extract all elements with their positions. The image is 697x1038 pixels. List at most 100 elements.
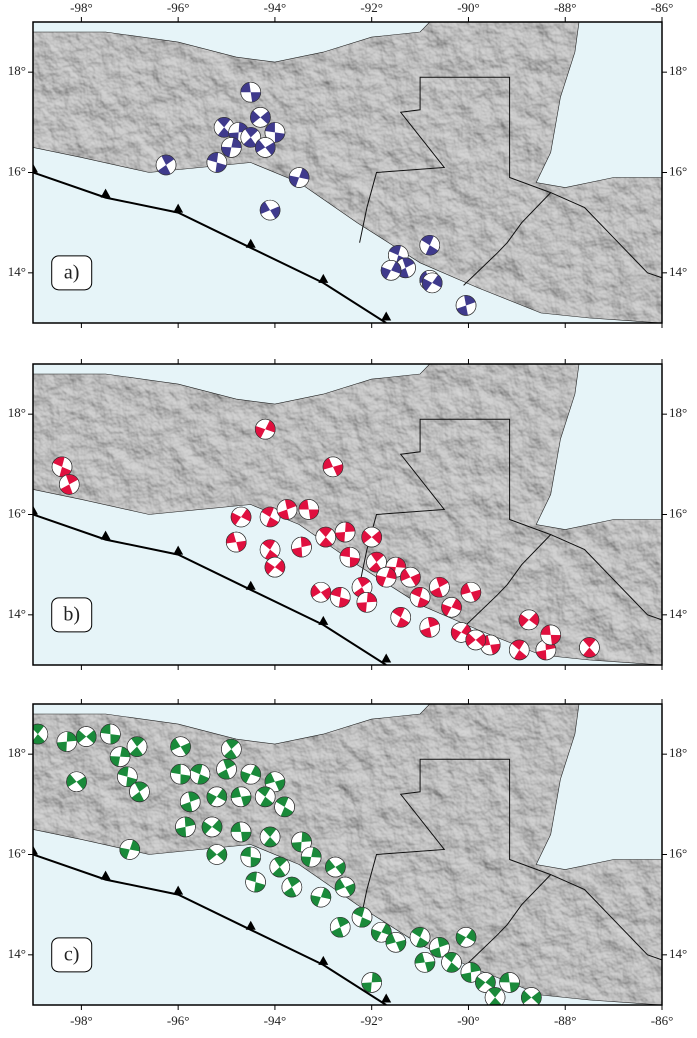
beachball-outline (51, 456, 73, 478)
map-content (33, 704, 662, 1005)
x-tick-label: -94° (264, 0, 287, 15)
beachball-quadrant (217, 117, 231, 128)
beachball-quadrant (461, 972, 472, 983)
beachball-outline (499, 972, 520, 993)
beachball-outline (274, 796, 295, 818)
trench-tooth (245, 238, 256, 248)
focal-mechanism (329, 916, 351, 938)
beachball-quadrant (241, 795, 252, 807)
beachball-outline (371, 921, 392, 943)
focal-mechanism (230, 506, 252, 528)
beachball-outline (380, 260, 402, 281)
beachball-outline (329, 916, 351, 938)
beachball-quadrant (436, 577, 449, 588)
focal-mechanism (56, 731, 78, 752)
trench-tooth (245, 920, 256, 930)
beachball-quadrant (266, 517, 279, 528)
beachball-outline (129, 781, 150, 803)
beachball-quadrant (207, 152, 219, 163)
border (463, 192, 662, 286)
beachball-quadrant (311, 847, 322, 858)
beachball-quadrant (470, 962, 481, 973)
trench-tooth (173, 885, 184, 895)
beachball-outline (455, 295, 477, 316)
beachball-quadrant (241, 508, 252, 522)
beachball-outline (245, 871, 266, 893)
focal-mechanism (455, 295, 477, 316)
focal-mechanism (240, 763, 262, 785)
focal-mechanism (245, 871, 266, 893)
panel-label: b) (63, 603, 80, 625)
trench-tooth (100, 188, 111, 198)
beachball-outline (300, 846, 322, 868)
beachball-outline (254, 418, 276, 440)
beachball-outline (240, 127, 262, 148)
beachball-quadrant (410, 573, 421, 586)
beachball-quadrant (260, 201, 271, 215)
focal-mechanism (170, 763, 191, 785)
x-tick-label: -92° (360, 0, 383, 15)
beachball-outline (170, 736, 191, 757)
beachball-quadrant (301, 831, 312, 842)
y-tick-label: 14° (8, 946, 26, 961)
beachball-quadrant (126, 776, 138, 787)
beachball-quadrant (338, 597, 350, 608)
beachball-quadrant (60, 484, 73, 495)
trench-tooth (173, 545, 184, 555)
x-tick-label: -98° (70, 0, 93, 15)
beachball-quadrant (129, 746, 143, 757)
x-tick-label: -96° (167, 0, 190, 15)
focal-mechanism (75, 726, 97, 747)
beachball-quadrant (76, 729, 87, 744)
beachball-outline (66, 771, 87, 793)
beachball-quadrant (264, 561, 275, 575)
beachball-outline (366, 551, 387, 573)
beachball-outline (240, 846, 262, 868)
beachball-outline (361, 526, 382, 548)
beachball-outline (221, 738, 242, 760)
beachball-quadrant (170, 738, 181, 751)
trench-tooth (318, 273, 329, 283)
focal-mechanism (179, 791, 201, 813)
focal-mechanism (366, 551, 387, 573)
map-panel: c) -98° -96° -94° -92° -90° -88° -86° 14° 14° 16° 1… (8, 699, 687, 1028)
beachball-quadrant (257, 786, 271, 797)
beachball-quadrant (231, 822, 242, 832)
y-tick-label: 18° (669, 405, 687, 420)
beachball-outline (201, 816, 223, 838)
beachball-quadrant (465, 632, 476, 647)
beachball-outline (206, 786, 228, 808)
beachball-quadrant (223, 749, 237, 760)
beachball-outline (254, 137, 276, 158)
focal-mechanism (119, 839, 141, 860)
beachball-quadrant (272, 867, 286, 878)
beachball-quadrant (212, 819, 223, 833)
beachball-quadrant (320, 587, 331, 601)
beachball-outline (361, 972, 382, 993)
beachball-quadrant (331, 927, 344, 938)
beachball-quadrant (536, 649, 547, 660)
y-tick-label: 18° (8, 745, 26, 760)
trench (33, 853, 387, 1005)
beachball-quadrant (456, 932, 467, 946)
trench-tooth (33, 163, 38, 173)
focal-mechanism (441, 597, 462, 618)
beachball-quadrant (531, 991, 542, 1005)
beachball-quadrant (241, 831, 252, 842)
beachball-quadrant (274, 779, 285, 791)
beachball-quadrant (291, 547, 303, 558)
x-tick-label: -96° (167, 1013, 190, 1028)
focal-mechanism (310, 581, 332, 603)
beachball-outline (264, 122, 286, 143)
beachball-quadrant (110, 734, 121, 745)
beachball-quadrant (422, 278, 433, 291)
focal-mechanism (400, 566, 421, 588)
beachball-quadrant (371, 972, 382, 983)
beachball-outline (465, 629, 487, 651)
beachball-quadrant (370, 552, 384, 563)
beachball-quadrant (509, 982, 520, 993)
focal-mechanism (259, 539, 281, 560)
x-tick-label: -92° (360, 1013, 383, 1028)
beachball-quadrant (274, 559, 285, 573)
beachball-outline (521, 987, 542, 1005)
